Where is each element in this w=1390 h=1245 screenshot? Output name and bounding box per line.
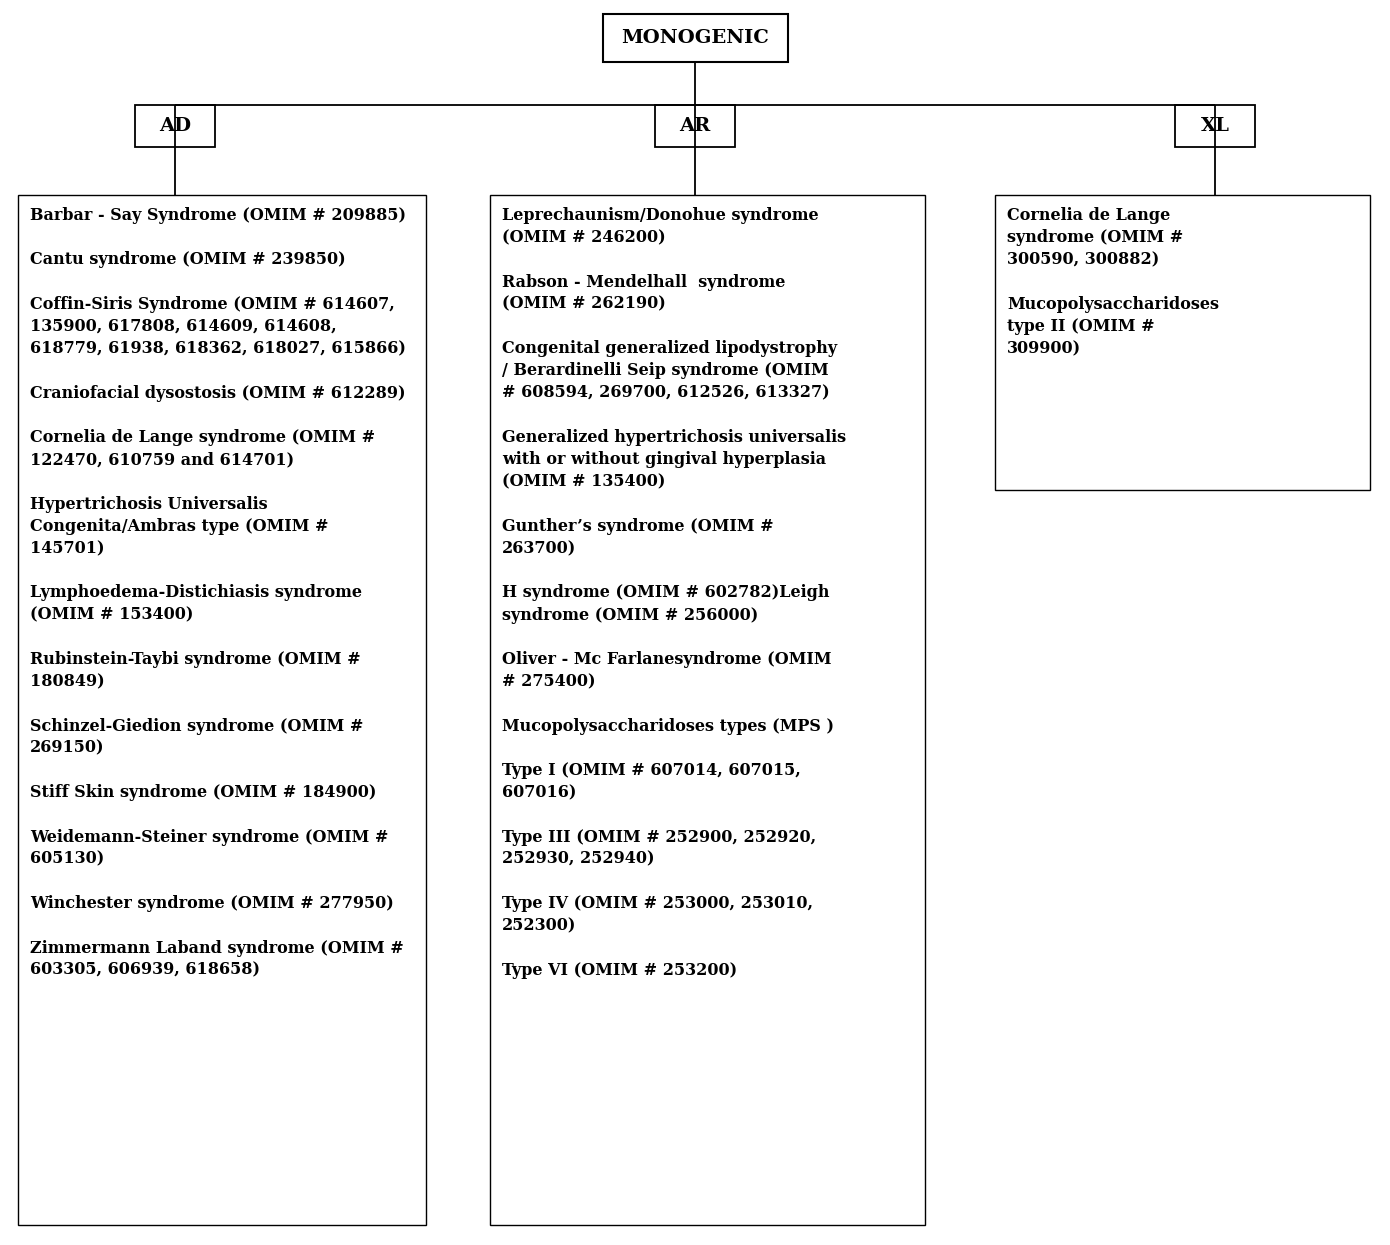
Text: Barbar - Say Syndrome (OMIM # 209885)

Cantu syndrome (OMIM # 239850)

Coffin-Si: Barbar - Say Syndrome (OMIM # 209885) Ca… [31,207,406,979]
FancyBboxPatch shape [135,105,215,147]
FancyBboxPatch shape [491,195,924,1225]
Text: AR: AR [680,117,710,134]
FancyBboxPatch shape [1175,105,1255,147]
Text: XL: XL [1201,117,1229,134]
FancyBboxPatch shape [18,195,425,1225]
Text: Leprechaunism/Donohue syndrome
(OMIM # 246200)

Rabson - Mendelhall  syndrome
(O: Leprechaunism/Donohue syndrome (OMIM # 2… [502,207,847,979]
FancyBboxPatch shape [603,14,788,62]
Text: MONOGENIC: MONOGENIC [621,29,769,47]
Text: Cornelia de Lange
syndrome (OMIM #
300590, 300882)

Mucopolysaccharidoses
type I: Cornelia de Lange syndrome (OMIM # 30059… [1006,207,1219,357]
FancyBboxPatch shape [995,195,1371,491]
Text: AD: AD [158,117,190,134]
FancyBboxPatch shape [655,105,735,147]
